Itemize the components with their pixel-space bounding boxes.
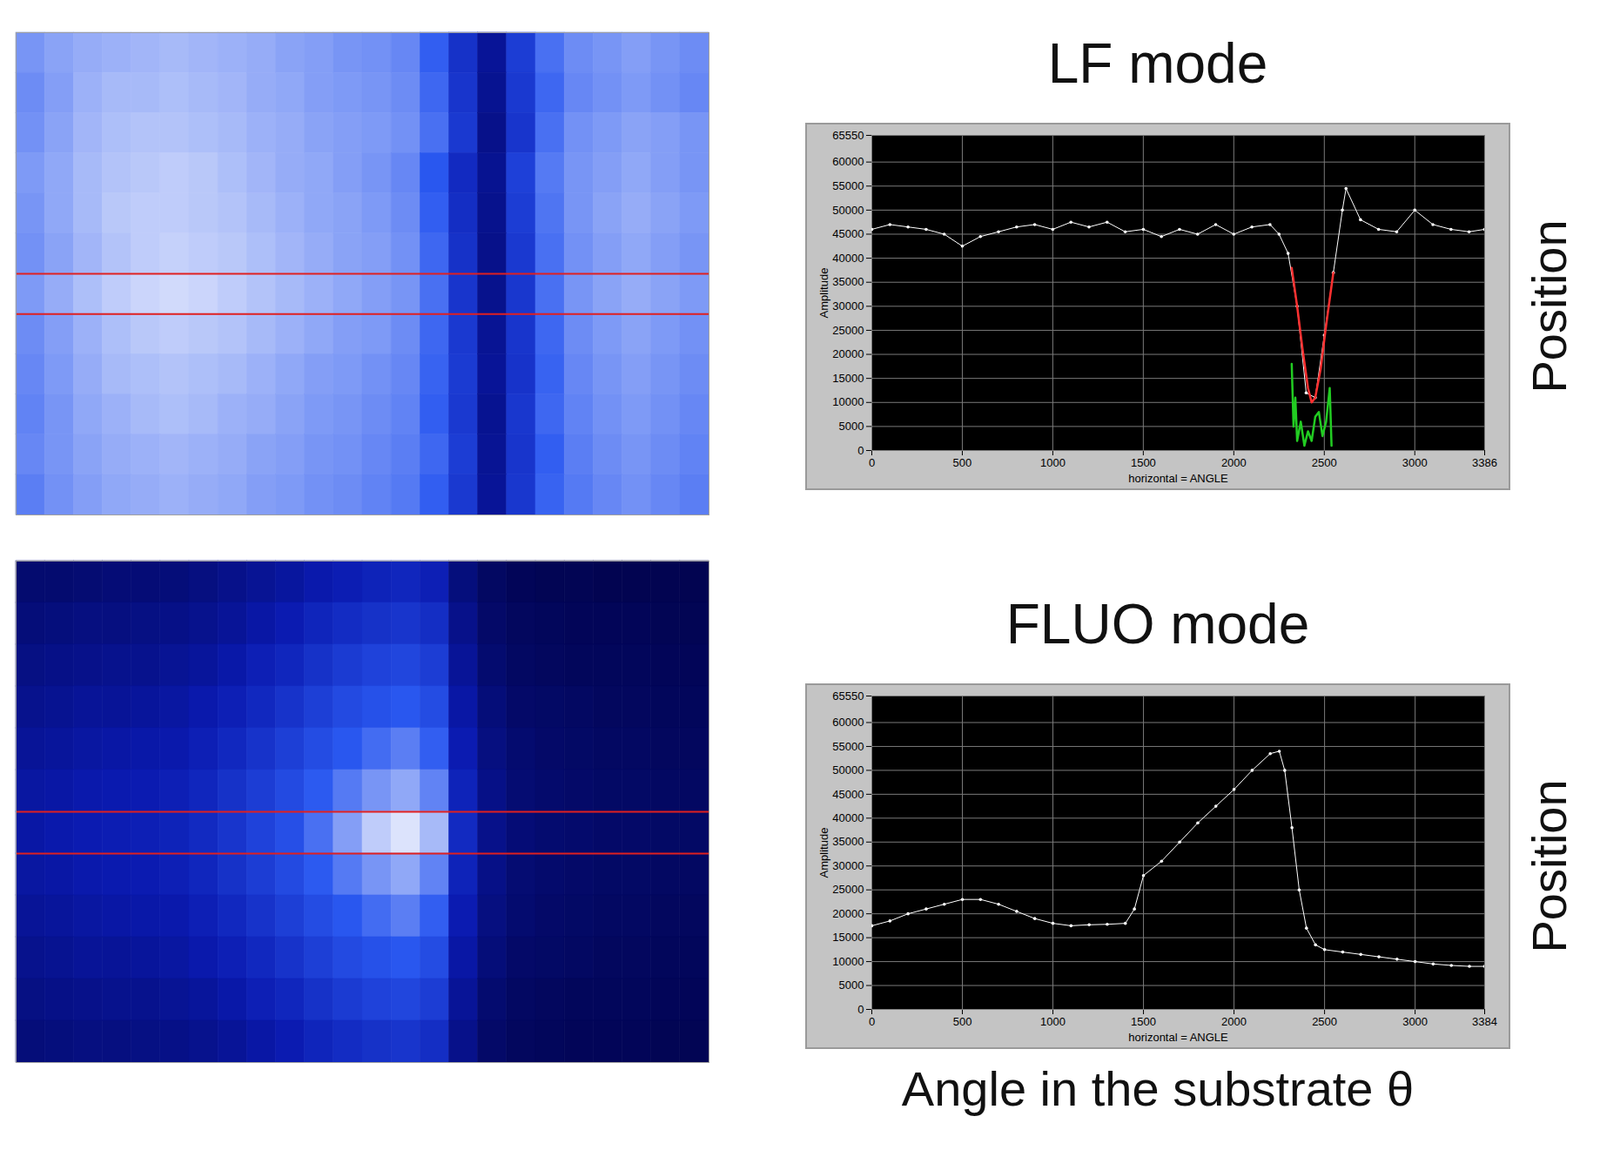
svg-text:3386: 3386 [1472, 456, 1498, 470]
svg-text:15000: 15000 [832, 371, 864, 385]
svg-text:60000: 60000 [832, 715, 864, 729]
svg-text:10000: 10000 [832, 395, 864, 409]
svg-text:35000: 35000 [832, 275, 864, 289]
svg-text:2000: 2000 [1221, 1015, 1247, 1029]
svg-text:60000: 60000 [832, 154, 864, 169]
svg-text:25000: 25000 [832, 882, 864, 896]
svg-text:5000: 5000 [839, 419, 865, 433]
html-text:FLUO mode: FLUO mode [1006, 592, 1310, 656]
svg-text:50000: 50000 [832, 203, 864, 217]
svg-text:50000: 50000 [832, 763, 864, 777]
svg-text:3000: 3000 [1402, 456, 1428, 470]
svg-text:15000: 15000 [832, 930, 864, 944]
svg-text:40000: 40000 [832, 811, 864, 825]
svg-text:2500: 2500 [1311, 456, 1338, 470]
svg-text:Amplitude: Amplitude [817, 827, 831, 879]
svg-text:3384: 3384 [1472, 1015, 1498, 1029]
svg-text:40000: 40000 [832, 251, 864, 265]
svg-text:35000: 35000 [832, 834, 864, 848]
svg-text:5000: 5000 [839, 978, 865, 992]
html-text:LF mode: LF mode [1047, 32, 1268, 95]
svg-text:0: 0 [868, 1015, 875, 1029]
html-text:Position: Position [1521, 779, 1577, 953]
svg-text:20000: 20000 [832, 347, 864, 361]
svg-text:10000: 10000 [832, 954, 864, 969]
svg-text:45000: 45000 [832, 787, 864, 801]
svg-text:2000: 2000 [1221, 456, 1247, 470]
svg-text:2500: 2500 [1311, 1015, 1338, 1029]
html-text:Position: Position [1521, 219, 1577, 394]
svg-text:45000: 45000 [832, 227, 864, 241]
svg-text:30000: 30000 [832, 859, 864, 873]
svg-text:25000: 25000 [832, 323, 864, 337]
svg-text:Amplitude: Amplitude [817, 268, 831, 319]
svg-text:horizontal = ANGLE: horizontal = ANGLE [1128, 1030, 1229, 1044]
svg-text:0: 0 [857, 1002, 864, 1016]
html-text:Angle in the substrate θ: Angle in the substrate θ [901, 1061, 1414, 1116]
svg-text:horizontal = ANGLE: horizontal = ANGLE [1128, 471, 1229, 485]
svg-text:1500: 1500 [1130, 456, 1157, 470]
svg-text:500: 500 [953, 1015, 973, 1029]
svg-text:20000: 20000 [832, 907, 864, 921]
svg-text:1500: 1500 [1130, 1015, 1157, 1029]
svg-text:3000: 3000 [1402, 1015, 1428, 1029]
svg-text:55000: 55000 [832, 739, 864, 753]
svg-text:30000: 30000 [832, 299, 864, 313]
svg-text:0: 0 [857, 443, 864, 458]
svg-text:1000: 1000 [1040, 456, 1066, 470]
svg-text:1000: 1000 [1040, 1015, 1066, 1029]
svg-text:65550: 65550 [832, 689, 864, 703]
svg-text:0: 0 [868, 456, 875, 470]
svg-text:65550: 65550 [832, 128, 864, 142]
svg-text:500: 500 [953, 456, 973, 470]
svg-text:55000: 55000 [832, 179, 864, 193]
